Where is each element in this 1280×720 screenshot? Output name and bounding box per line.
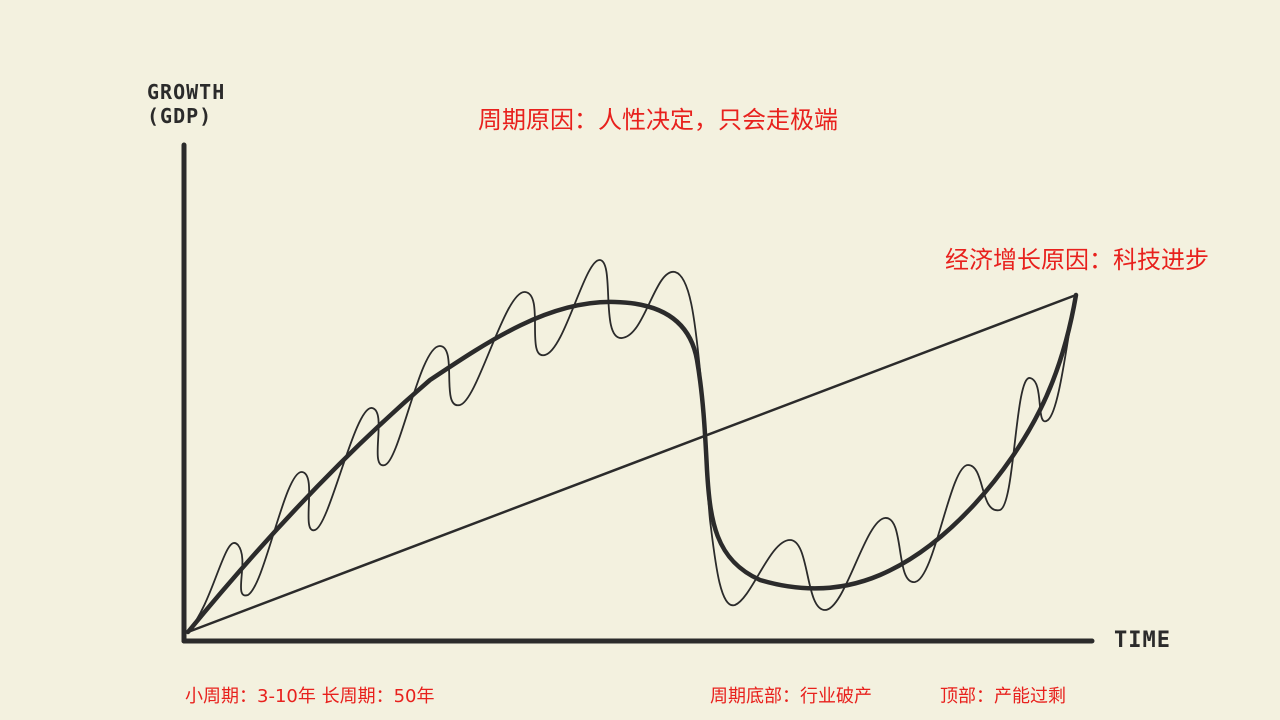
y-axis-label: GROWTH (GDP) [147,80,227,128]
cycle-bottom-note: 周期底部：行业破产 [710,686,872,707]
cycle-lengths-note: 小周期：3-10年 长周期：50年 [185,686,435,707]
growth-cause-note: 经济增长原因：科技进步 [945,246,1209,274]
short-cycle-curve [187,259,1077,633]
y-axis-label-line2: (GDP) [147,104,213,128]
y-axis-label-line1: GROWTH [147,80,226,104]
cycle-top-note: 顶部：产能过剩 [940,686,1066,707]
cycle-cause-note: 周期原因：人性决定，只会走极端 [478,106,838,134]
x-axis-label: TIME [1114,628,1171,653]
growth-trend-line [186,293,1078,634]
